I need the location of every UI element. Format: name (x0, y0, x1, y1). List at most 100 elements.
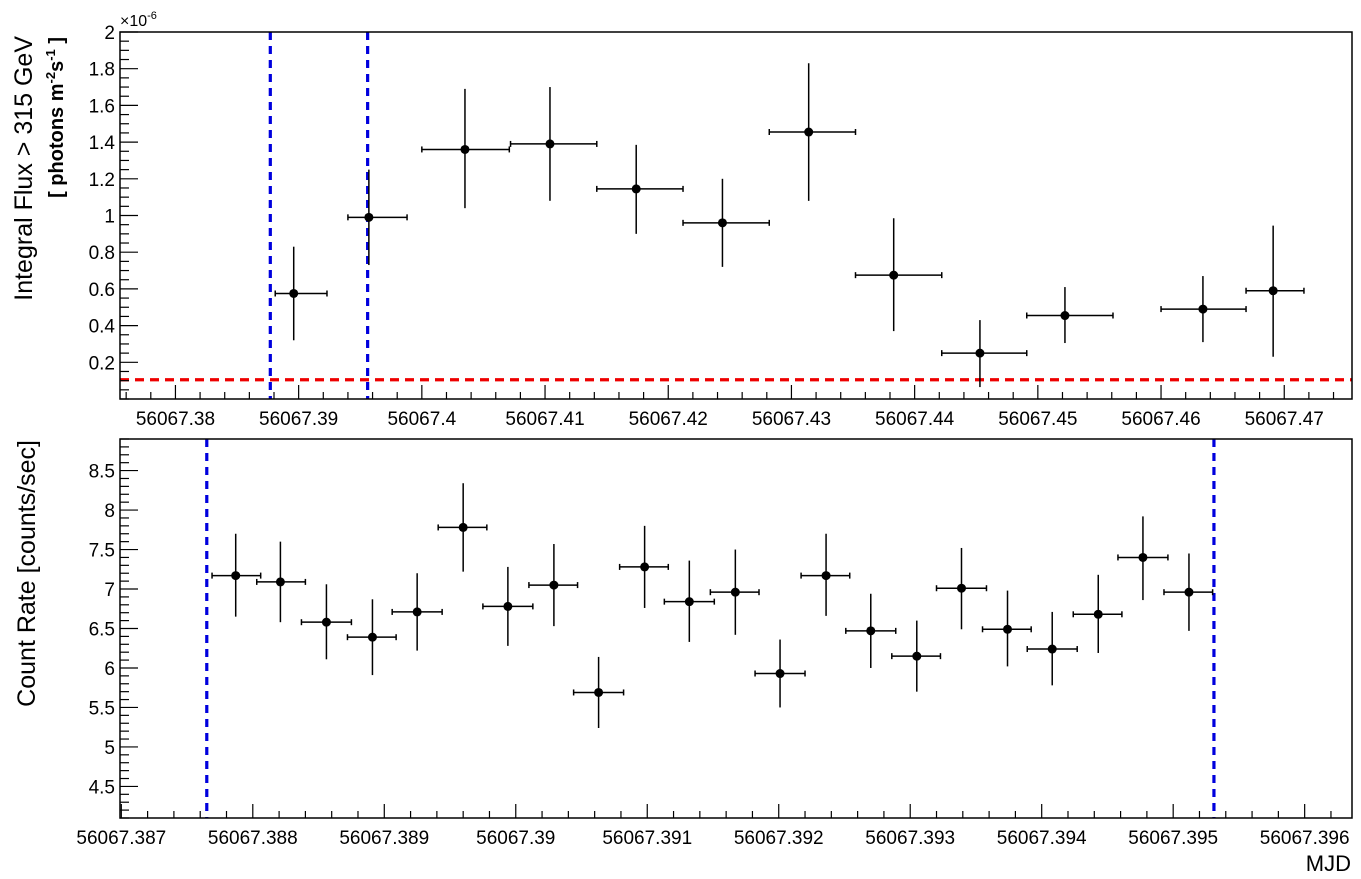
flux-y-axis-title: Integral Flux > 315 GeV (10, 36, 38, 301)
flux-x-tick-label: 56067.45 (998, 409, 1077, 430)
count-rate-y-tick-label: 6.5 (89, 620, 115, 641)
count-rate-data-point (1163, 553, 1214, 631)
count-rate-data-points (211, 483, 1214, 728)
count-rate-data-point (572, 656, 625, 728)
flux-marker (975, 348, 985, 358)
count-rate-data-point (346, 599, 397, 676)
flux-y-axis-units: [ photons m-2s-1 ] (43, 37, 68, 198)
count-rate-x-tick-label: 56067.388 (208, 828, 298, 849)
flux-x-tick-label: 56067.39 (259, 409, 338, 430)
count-rate-marker (458, 522, 468, 532)
count-rate-marker (321, 617, 331, 627)
flux-marker (1198, 304, 1208, 314)
flux-y-tick-label: 1.8 (89, 60, 115, 81)
count-rate-x-ticks: 56067.387 56067.388 56067.389 56067.39 56067… (76, 804, 1350, 849)
flux-y-tick-label: 0.2 (89, 353, 115, 374)
count-rate-data-point (391, 573, 443, 651)
count-rate-marker (1184, 587, 1194, 597)
count-rate-data-point (618, 525, 670, 608)
count-rate-marker (367, 632, 377, 642)
flux-marker (631, 184, 641, 194)
flux-data-point (768, 63, 857, 201)
flux-y-tick-label: 1.2 (89, 170, 115, 191)
count-rate-x-tick-label: 56067.389 (339, 828, 429, 849)
flux-marker (1268, 286, 1278, 296)
count-rate-panel: 56067.387 56067.388 56067.389 56067.39 56067… (13, 438, 1353, 876)
flux-data-point (274, 246, 328, 341)
flux-panel: 56067.38 56067.39 56067.4 56067.41 56067.42 5… (10, 10, 1353, 430)
flux-x-tick-label: 56067.41 (505, 409, 584, 430)
flux-marker (717, 218, 727, 228)
flux-y-tick-label: 0.8 (89, 243, 115, 264)
count-rate-data-point (528, 544, 579, 627)
count-rate-marker (503, 601, 513, 611)
count-rate-data-point (709, 549, 760, 635)
count-rate-y-tick-label: 6 (104, 659, 115, 680)
flux-y-tick-label: 2 (104, 23, 115, 44)
count-rate-marker (1047, 644, 1057, 654)
count-rate-data-point (663, 560, 716, 642)
count-rate-x-tick-label: 56067.39 (476, 828, 555, 849)
count-rate-marker (275, 577, 285, 587)
flux-x-tick-label: 56067.47 (1245, 409, 1324, 430)
count-rate-data-point (754, 639, 806, 708)
flux-y-ticks: 0.2 0.4 0.6 0.8 1 1.2 1.4 1.6 1.8 2 (89, 23, 138, 400)
flux-x-tick-label: 56067.42 (629, 409, 708, 430)
count-rate-data-point (255, 541, 307, 623)
count-rate-y-tick-label: 7 (104, 580, 115, 601)
flux-data-point (596, 144, 684, 234)
flux-data-point (1160, 276, 1247, 343)
count-rate-data-point (845, 593, 897, 668)
count-rate-y-tick-label: 5.5 (89, 698, 115, 719)
count-rate-y-axis-title: Count Rate [counts/sec] (13, 440, 41, 707)
count-rate-x-tick-label: 56067.391 (602, 828, 692, 849)
count-rate-data-point (800, 533, 851, 616)
count-rate-marker (231, 571, 241, 581)
count-rate-marker (912, 651, 922, 661)
flux-y-tick-label: 0.6 (89, 280, 115, 301)
count-rate-y-tick-label: 8 (104, 501, 115, 522)
count-rate-marker (1093, 609, 1103, 619)
count-rate-marker (956, 583, 966, 593)
count-rate-reference-lines (205, 439, 1216, 818)
count-rate-x-tick-label: 56067.392 (734, 828, 824, 849)
flux-data-points (274, 63, 1305, 388)
flux-x-tick-label: 56067.4 (387, 409, 456, 430)
count-rate-marker (730, 587, 740, 597)
flux-marker (804, 127, 814, 137)
count-rate-data-point (1072, 574, 1123, 653)
count-rate-x-tick-label: 56067.394 (997, 828, 1087, 849)
count-rate-data-point (437, 483, 488, 572)
flux-x-tick-label: 56067.43 (752, 409, 831, 430)
flux-marker (364, 212, 374, 222)
count-rate-data-point (1117, 516, 1169, 601)
count-rate-marker (412, 607, 422, 617)
count-rate-y-ticks: 4.5 5 5.5 6 6.5 7 7.5 8 8.5 (89, 438, 138, 819)
flux-y-tick-label: 0.4 (89, 317, 116, 338)
flux-data-point (421, 88, 511, 209)
count-rate-x-tick-label: 56067.396 (1260, 828, 1350, 849)
flux-x-tick-label: 56067.46 (1121, 409, 1200, 430)
count-rate-y-tick-label: 4.5 (89, 777, 115, 798)
flux-data-point (682, 178, 771, 267)
count-rate-y-tick-label: 7.5 (89, 541, 115, 562)
count-rate-data-point (482, 566, 534, 646)
count-rate-x-tick-label: 56067.393 (865, 828, 955, 849)
count-rate-marker (1138, 552, 1148, 562)
flux-x-ticks: 56067.38 56067.39 56067.4 56067.41 56067.42 5… (125, 385, 1335, 430)
count-rate-marker (775, 669, 785, 679)
count-rate-marker (684, 597, 694, 607)
flux-x-tick-label: 56067.44 (875, 409, 955, 430)
flux-y-tick-label: 1 (104, 207, 115, 228)
count-rate-marker (866, 626, 876, 636)
count-rate-marker (640, 562, 650, 572)
count-rate-x-tick-label: 56067.387 (76, 828, 166, 849)
count-rate-marker (594, 687, 604, 697)
flux-data-point (347, 169, 408, 266)
flux-marker (545, 139, 555, 149)
count-rate-y-tick-label: 5 (104, 738, 115, 759)
flux-marker (889, 270, 899, 280)
flux-data-point (1245, 225, 1305, 357)
flux-y-tick-label: 1.6 (89, 96, 115, 117)
